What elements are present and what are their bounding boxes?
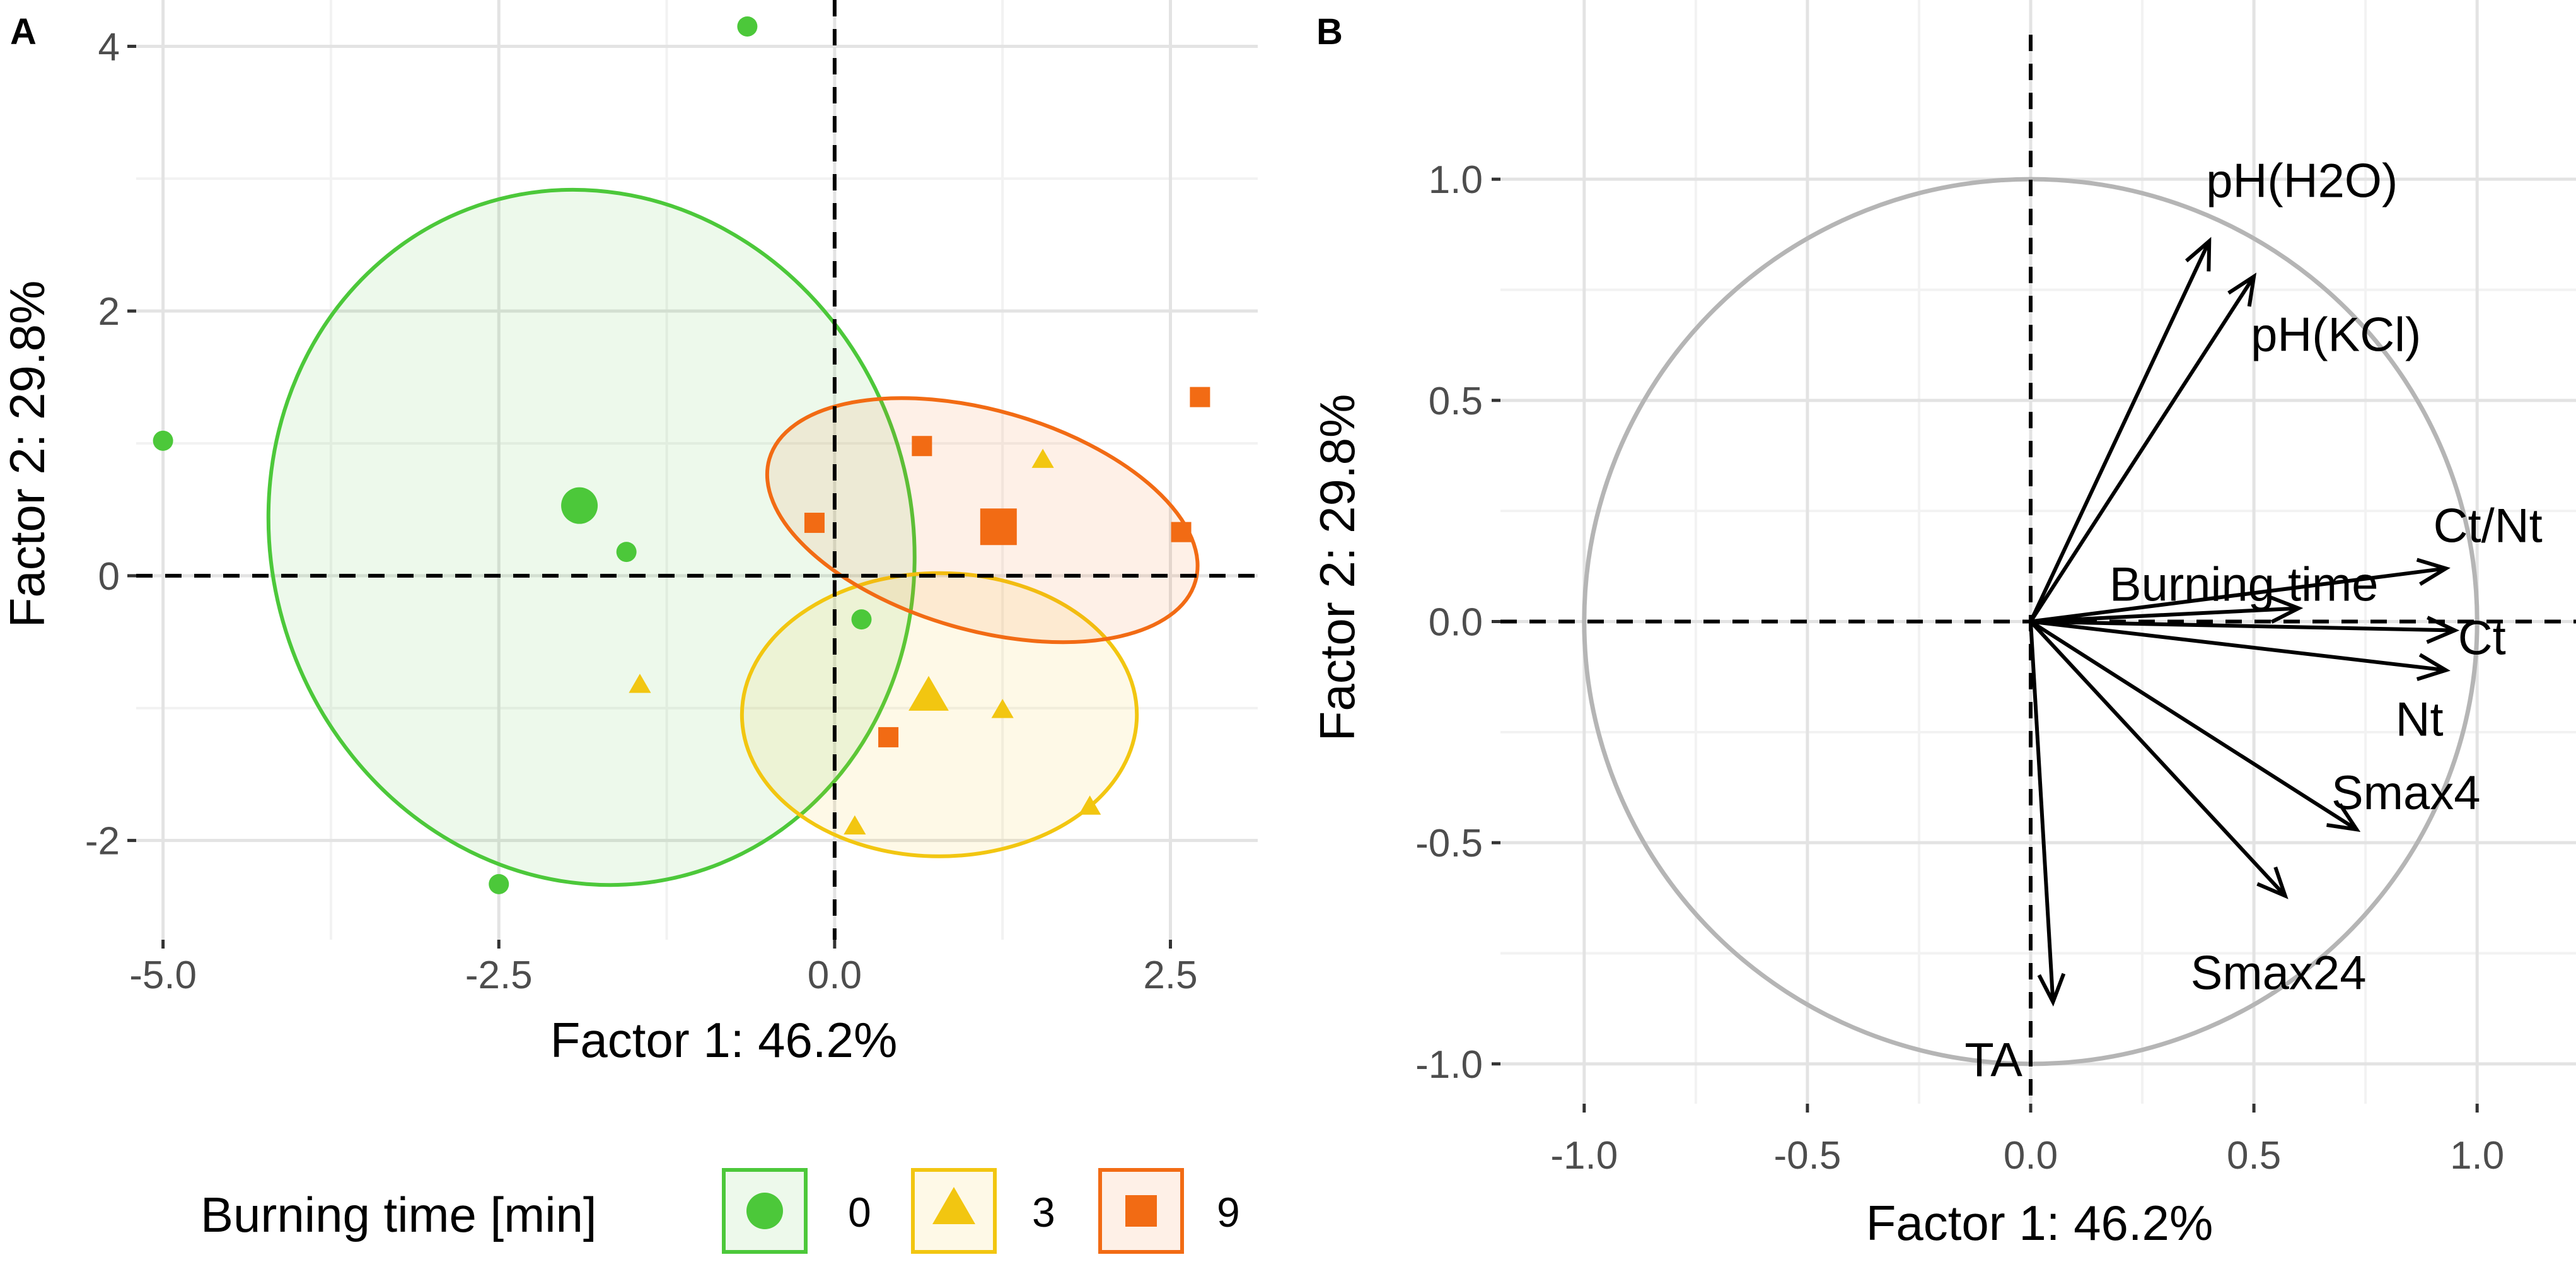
label-smax24: Smax24 <box>2191 946 2367 1000</box>
ellipse-group-0 <box>266 187 917 887</box>
centroid-group-9 <box>980 508 1017 546</box>
panel-b-x-tick-label: -0.5 <box>1773 1134 1841 1177</box>
label-burning-time: Burning time <box>2109 558 2379 611</box>
point-group-9 <box>1171 522 1192 542</box>
point-group-0 <box>489 873 509 894</box>
panel-b-x-tick-label: 1.0 <box>2450 1134 2504 1177</box>
panel-a-x-ticks: -5.0 -2.5 0.0 2.5 <box>129 940 1198 997</box>
arrowhead-ct-nt <box>2416 558 2451 586</box>
arrowhead-nt <box>2416 653 2451 681</box>
arrowhead-smax24 <box>2256 866 2289 899</box>
panel-b-x-axis-title: Factor 1: 46.2% <box>1866 1195 2213 1251</box>
panel-b-x-ticks: -1.0 -0.5 0.0 0.5 1.0 <box>1550 1104 2504 1177</box>
panel-b-x-tick-label: 0.0 <box>2004 1134 2058 1177</box>
arrowhead-ph-h2o <box>2184 237 2212 272</box>
panel-b-grid <box>1500 0 2576 1104</box>
label-nt: Nt <box>2396 693 2444 747</box>
legend-label-9: 9 <box>1217 1189 1240 1236</box>
point-group-0 <box>616 542 637 563</box>
arrowhead-ct <box>2426 616 2460 644</box>
legend-label-0: 0 <box>848 1189 871 1236</box>
point-group-0 <box>153 430 173 451</box>
panel-a-reference-lines <box>136 0 1258 940</box>
panel-a: A -5.0 -2.5 0.0 2.5 -2 0 2 4 Factor 1: 46.2% F… <box>0 0 1258 1254</box>
panel-b-y-tick-label: -0.5 <box>1415 822 1483 865</box>
panel-a-x-tick-label: 2.5 <box>1143 954 1197 997</box>
panel-a-y-tick-label: -2 <box>85 820 120 863</box>
arrow-burning-time <box>2030 606 2299 624</box>
panel-a-x-axis-title: Factor 1: 46.2% <box>550 1012 898 1068</box>
panel-b-y-ticks: -1.0 -0.5 0.0 0.5 1.0 <box>1415 158 1500 1087</box>
label-ph-kcl: pH(KCl) <box>2251 308 2421 361</box>
label-smax4: Smax4 <box>2331 766 2481 820</box>
panel-b-variable-labels: pH(H2O) pH(KCl) Ct/Nt Burning time Ct Nt Smax4… <box>1964 154 2542 1087</box>
panel-a-y-tick-label: 2 <box>98 290 120 334</box>
arrow-smax24 <box>2029 620 2287 897</box>
point-group-0 <box>851 609 872 630</box>
arrowhead-ta <box>2037 973 2066 1007</box>
point-group-3 <box>844 815 866 835</box>
panel-a-grid <box>136 0 1258 940</box>
panel-b-plot-area <box>1500 0 2576 1104</box>
panel-b-y-tick-label: 1.0 <box>1429 158 1483 202</box>
panel-b: B pH(H2O) pH(KCl) Ct/Nt Burning time Ct Nt Sma… <box>1309 0 2576 1251</box>
panel-a-letter: A <box>10 11 37 52</box>
label-ph-h2o: pH(H2O) <box>2206 154 2398 207</box>
panel-b-letter: B <box>1316 11 1343 52</box>
arrow-smax4 <box>2029 619 2358 831</box>
legend: Burning time [min] 0 3 9 <box>200 1168 1240 1254</box>
centroid-group-3 <box>908 675 949 711</box>
panel-b-y-tick-label: 0.0 <box>1429 601 1483 645</box>
label-ta: TA <box>1964 1034 2022 1087</box>
panel-a-y-axis-title: Factor 2: 29.8% <box>0 281 55 628</box>
panel-a-ellipses <box>266 187 1200 887</box>
panel-a-plot-area <box>136 0 1258 940</box>
label-ct: Ct <box>2458 612 2506 665</box>
panel-a-x-tick-label: -5.0 <box>129 954 197 997</box>
point-group-3 <box>629 674 651 693</box>
arrow-nt <box>2030 619 2446 672</box>
arrow-ct-nt <box>2030 566 2446 624</box>
point-group-9 <box>804 512 825 533</box>
legend-symbol-square <box>1125 1195 1157 1227</box>
panel-a-y-tick-label: 4 <box>98 25 120 69</box>
arrow-ph-h2o <box>2029 240 2211 622</box>
arrow-ph-kcl <box>2029 275 2256 623</box>
panel-a-points <box>153 16 1210 894</box>
panel-a-x-tick-label: 0.0 <box>808 954 862 997</box>
point-group-3 <box>991 699 1014 718</box>
legend-symbol-triangle <box>932 1187 975 1224</box>
panel-b-loading-arrows <box>2029 237 2460 1007</box>
panel-b-x-tick-label: -1.0 <box>1550 1134 1618 1177</box>
panel-b-x-tick-label: 0.5 <box>2227 1134 2281 1177</box>
centroid-group-0 <box>561 487 598 524</box>
panel-a-x-tick-label: -2.5 <box>465 954 533 997</box>
point-group-0 <box>737 16 758 37</box>
arrow-ta <box>2029 621 2055 1002</box>
point-group-9 <box>912 436 932 457</box>
arrowhead-smax4 <box>2326 803 2361 833</box>
arrowhead-burning-time <box>2270 595 2304 624</box>
ellipse-group-3 <box>740 571 1139 858</box>
legend-title: Burning time [min] <box>200 1187 597 1242</box>
point-group-3 <box>1031 448 1054 468</box>
panel-b-y-tick-label: 0.5 <box>1429 380 1483 423</box>
panel-b-y-axis-title: Factor 2: 29.8% <box>1309 394 1365 742</box>
panel-b-y-tick-label: -1.0 <box>1415 1043 1483 1087</box>
point-group-3 <box>1079 795 1101 815</box>
point-group-9 <box>878 727 899 747</box>
point-group-9 <box>1190 387 1210 407</box>
legend-symbol-circle <box>746 1193 783 1229</box>
arrow-ct <box>2030 619 2455 633</box>
label-ct-nt: Ct/Nt <box>2434 499 2543 552</box>
panel-a-y-tick-label: 0 <box>98 555 120 599</box>
panel-a-y-ticks: -2 0 2 4 <box>85 25 136 863</box>
legend-label-3: 3 <box>1032 1189 1055 1236</box>
arrowhead-ph-kcl <box>2227 272 2257 307</box>
